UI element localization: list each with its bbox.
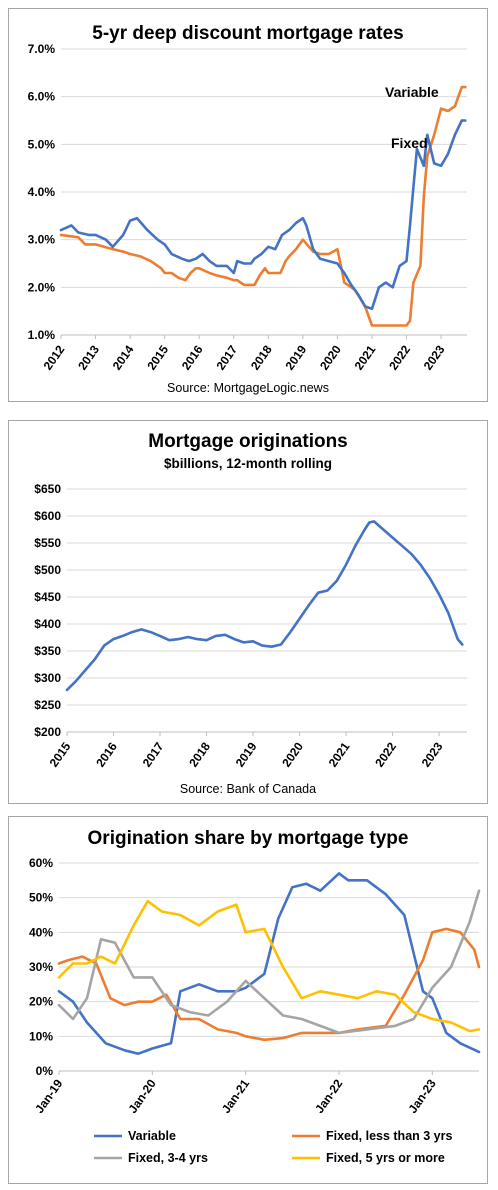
y-tick-label: 6.0% [28,90,56,104]
x-tick-label: Jan-19 [32,1076,65,1115]
x-tick-label: 2012 [41,342,68,372]
series-line-variable [59,85,467,327]
series-line-fixed [59,119,467,311]
y-tick-label: 10% [29,1029,53,1043]
y-tick-label: 5.0% [28,137,56,151]
y-tick-label: $300 [34,671,61,685]
y-tick-label: 3.0% [28,233,56,247]
y-tick-label: $450 [34,590,61,604]
x-tick-label: 2013 [75,342,102,372]
x-tick-label: 2021 [352,342,379,372]
chart-panel-share: Origination share by mortgage type 0% 10%… [8,816,488,1184]
x-tick-label: Jan-20 [126,1076,159,1115]
y-tick-label: $500 [34,563,61,577]
share-chart: Origination share by mortgage type 0% 10%… [29,828,481,1165]
x-tick-label: 2023 [419,739,446,769]
series-line-variable [57,872,481,1055]
x-tick-label: 2017 [213,342,240,372]
y-tick-label: 40% [29,925,53,939]
y-tick-label: 7.0% [28,42,56,56]
x-tick-label: 2020 [279,739,306,769]
x-tick-label: 2014 [110,342,137,372]
x-tick-label: 2018 [248,342,275,372]
legend-label-fixed-less-than-3-yrs: Fixed, less than 3 yrs [326,1129,452,1143]
x-tick-label: 2015 [144,342,171,372]
y-tick-label: 30% [29,960,53,974]
originations-chart: Mortgage originations $billions, 12-mont… [34,431,467,796]
y-tick-label: 60% [29,856,53,870]
y-tick-label: 50% [29,891,53,905]
x-tick-label: 2018 [186,739,213,769]
chart-source: Source: MortgageLogic.news [167,381,329,395]
legend-label-fixed-5-yrs-or-more: Fixed, 5 yrs or more [326,1151,445,1165]
chart-source: Source: Bank of Canada [180,782,316,796]
x-tick-label: 2016 [179,342,206,372]
y-tick-label: $600 [34,509,61,523]
y-tick-label: 1.0% [28,328,56,342]
x-tick-label: Jan-23 [406,1076,439,1115]
series-line-fixed-less-than-3-yrs [57,927,481,1042]
chart-title: 5-yr deep discount mortgage rates [92,23,403,44]
y-tick-label: $200 [34,725,61,739]
y-tick-label: $250 [34,698,61,712]
y-tick-label: $550 [34,536,61,550]
y-tick-label: 2.0% [28,280,56,294]
y-tick-label: 4.0% [28,185,56,199]
x-tick-label: 2015 [47,739,74,769]
chart-panel-rates: 5-yr deep discount mortgage rates Source… [8,8,488,402]
chart-subtitle: $billions, 12-month rolling [164,456,332,471]
x-tick-label: 2022 [372,739,399,769]
legend-label-fixed-3-4-yrs: Fixed, 3-4 yrs [128,1151,208,1165]
x-tick-label: 2019 [283,342,310,372]
y-tick-label: $400 [34,617,61,631]
x-tick-label: 2016 [93,739,120,769]
x-tick-label: 2017 [140,739,167,769]
x-tick-label: 2023 [421,342,448,372]
x-tick-label: Jan-21 [219,1076,252,1115]
y-tick-label: $650 [34,482,61,496]
series-line-fixed-5-yrs-or-more [57,899,481,1033]
chart-title: Mortgage originations [148,431,348,452]
rates-chart: 5-yr deep discount mortgage rates Source… [28,23,467,395]
chart-title: Origination share by mortgage type [88,828,409,849]
x-tick-label: 2022 [386,342,413,372]
y-tick-label: 20% [29,995,53,1009]
series-line-series-1 [65,520,464,692]
series-label-variable: Variable [385,84,439,100]
legend-label-variable: Variable [128,1129,176,1143]
x-tick-label: 2020 [317,342,344,372]
x-tick-label: 2021 [326,739,353,769]
y-tick-label: 0% [36,1064,54,1078]
y-tick-label: $350 [34,644,61,658]
x-tick-label: Jan-22 [312,1076,345,1115]
chart-panel-originations: Mortgage originations $billions, 12-mont… [8,420,488,804]
x-tick-label: 2019 [233,739,260,769]
series-label-fixed: Fixed [391,135,428,151]
